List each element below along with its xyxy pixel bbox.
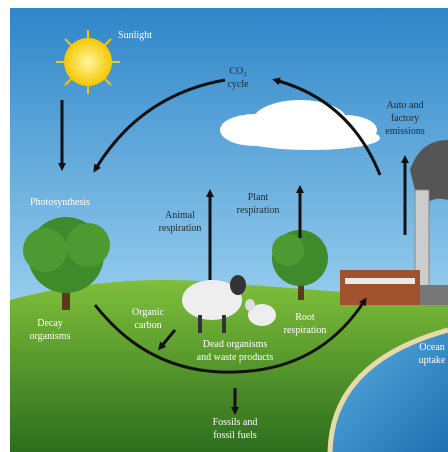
label-line: respiration [237, 205, 280, 216]
label-line: organisms [30, 331, 71, 342]
label-line: cycle [227, 79, 249, 90]
label-line: Ocean [419, 342, 445, 353]
label-line: Fossils and [213, 417, 258, 428]
label-line: Dead organisms [203, 339, 268, 350]
label-line: fossil fuels [213, 430, 257, 441]
label-line: Sunlight [118, 30, 152, 41]
label: Auto and factory emissions [385, 100, 425, 137]
label-line: uptake [419, 355, 446, 366]
label-line: Root [295, 312, 315, 323]
label-line: emissions [385, 126, 425, 137]
label-line: CO₂ [229, 66, 246, 77]
label-line: Plant [248, 192, 269, 203]
label: Photosynthesis [30, 197, 90, 208]
label-line: respiration [284, 325, 327, 336]
label-line: carbon [134, 320, 161, 331]
label-line: Auto and [387, 100, 424, 111]
label-line: Photosynthesis [30, 197, 90, 208]
label-line: Organic [132, 307, 165, 318]
carbon-cycle-diagram: Sunlight CO₂ cycle Auto and factory emissions… [0, 0, 448, 452]
label-line: factory [391, 113, 419, 124]
label-line: Decay [37, 318, 63, 329]
label-line: and waste products [197, 352, 274, 363]
label-line: Animal [165, 210, 195, 221]
label: Sunlight [118, 30, 152, 41]
label-line: respiration [159, 223, 202, 234]
sun [56, 30, 120, 94]
